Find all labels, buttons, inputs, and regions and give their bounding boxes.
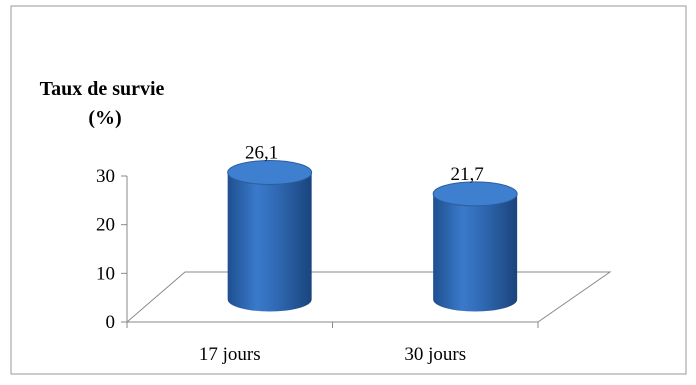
bar-cylinder-body [227,172,312,312]
bar-cylinder-body [433,193,518,312]
bar-cylinder-top [432,181,518,207]
bars-group [227,159,518,312]
floor-plane [125,271,612,323]
x-category-label: 17 jours [199,344,261,365]
y-axis-title-line2: (%) [88,107,121,129]
chart-border [10,5,687,375]
y-axis-title-line1: Taux de survie [40,78,165,100]
y-tick-label: 10 [96,263,115,284]
y-tick-label: 30 [96,166,115,187]
labels-group: 0 10 20 30 17 jours 30 jours 26,1 21,7 [96,142,484,365]
bar-value-label: 26,1 [245,142,278,163]
bar-cylinder [227,159,313,312]
axes [121,175,612,328]
bar-cylinder [432,181,518,312]
bar-cylinder-top [227,159,313,185]
y-tick-label: 20 [96,215,115,236]
bar-value-label: 21,7 [451,164,484,185]
y-tick-label: 0 [106,312,116,333]
x-category-label: 30 jours [404,344,466,365]
